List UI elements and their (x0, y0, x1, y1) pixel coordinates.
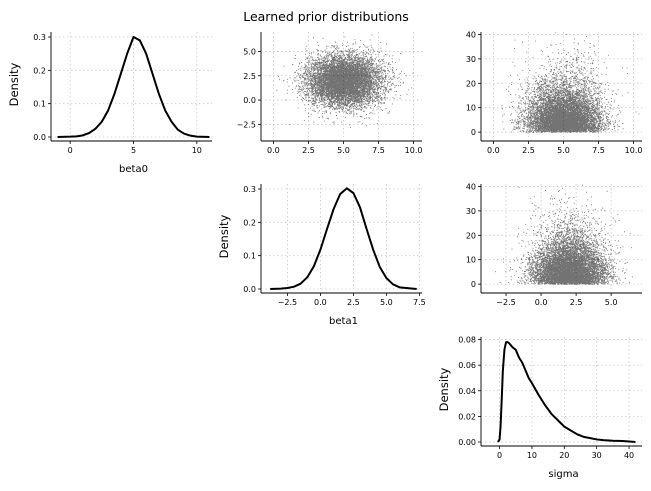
y-tick-label: 30 (466, 207, 476, 216)
y-tick-label: −2.5 (237, 120, 256, 129)
y-tick-label: 0.3 (243, 185, 256, 194)
y-tick-label: 0.1 (33, 100, 46, 109)
x-tick-label: −2.5 (496, 298, 515, 307)
panel-beta0-vs-beta1: 0.0 2.5 5.0 7.5 10.0 −2.5 0.0 2.5 5.0 (237, 32, 423, 155)
x-tick-label: 5.0 (605, 298, 618, 307)
x-tick-label: 2.5 (347, 298, 360, 307)
x-tick-label: 0 (497, 451, 502, 460)
y-tick-label: 2.5 (243, 72, 256, 81)
x-axis-label: beta0 (119, 164, 148, 175)
x-tick-label: −2.5 (278, 298, 297, 307)
density-curve (497, 341, 636, 443)
x-tick-label: 7.5 (592, 146, 605, 155)
panel-beta0-vs-sigma: 0.0 2.5 5.0 7.5 10.0 0 10 20 30 40 (466, 30, 643, 155)
scatter-points (495, 184, 633, 285)
y-tick-label: 0 (471, 128, 476, 137)
y-tick-label: 10 (466, 104, 476, 113)
panel-grid: 0 5 10 0.0 0.1 0.2 0.3 beta0 Density 0.0 2.5 5.0 7.5… (7, 30, 642, 480)
y-tick-label: 0.3 (33, 33, 46, 42)
x-axis-label: beta1 (329, 316, 358, 327)
figure-title: Learned prior distributions (243, 9, 409, 24)
panel-beta1-density: −2.5 0.0 2.5 5.0 7.5 0.0 0.1 0.2 0.3 beta1 Density (217, 184, 426, 327)
x-tick-label: 0.0 (535, 298, 548, 307)
x-tick-label: 5.0 (337, 146, 350, 155)
y-tick-label: 10 (466, 256, 476, 265)
y-tick-label: 0.2 (243, 218, 256, 227)
y-tick-label: 0.02 (458, 412, 476, 421)
y-axis-label: Density (7, 62, 21, 106)
x-tick-label: 2.5 (522, 146, 535, 155)
y-tick-label: 0.1 (243, 252, 256, 261)
panel-beta0-density: 0 5 10 0.0 0.1 0.2 0.3 beta0 Density (7, 32, 212, 175)
scatter-points (501, 32, 640, 133)
x-tick-label: 20 (559, 451, 569, 460)
x-tick-label: 7.5 (413, 298, 426, 307)
x-tick-label: 0.0 (487, 146, 500, 155)
density-curve (270, 187, 417, 290)
x-tick-label: 7.5 (372, 146, 385, 155)
x-tick-label: 2.5 (570, 298, 583, 307)
y-tick-label: 30 (466, 55, 476, 64)
y-tick-label: 0.0 (243, 96, 256, 105)
x-tick-label: 30 (592, 451, 602, 460)
y-axis-label: Density (437, 367, 451, 411)
panel-sigma-density: 0 10 20 30 40 0.00 0.02 0.04 0.06 0.08 sigma Densit… (437, 336, 642, 480)
y-axis-label: Density (217, 214, 231, 258)
y-tick-label: 0.04 (458, 387, 476, 396)
y-tick-label: 0.00 (458, 438, 476, 447)
x-tick-label: 40 (624, 451, 634, 460)
y-tick-label: 0.2 (33, 66, 46, 75)
y-tick-label: 20 (466, 231, 476, 240)
scatter-points (276, 34, 414, 128)
x-tick-label: 10 (192, 146, 202, 155)
density-curve (57, 36, 210, 138)
x-tick-label: 0 (68, 146, 73, 155)
x-tick-label: 10 (527, 451, 537, 460)
x-tick-label: 10.0 (405, 146, 423, 155)
x-tick-label: 0.0 (314, 298, 327, 307)
x-tick-label: 5.0 (557, 146, 570, 155)
x-tick-label: 2.5 (302, 146, 315, 155)
x-tick-label: 0.0 (267, 146, 280, 155)
x-tick-label: 5.0 (380, 298, 393, 307)
y-tick-label: 0 (471, 280, 476, 289)
y-tick-label: 0.0 (243, 285, 256, 294)
y-tick-label: 0.08 (458, 336, 476, 345)
y-tick-label: 0.0 (33, 133, 46, 142)
y-tick-label: 40 (466, 30, 476, 39)
x-tick-label: 5 (131, 146, 136, 155)
y-tick-label: 20 (466, 79, 476, 88)
panel-beta1-vs-sigma: −2.5 0.0 2.5 5.0 0 10 20 30 40 (466, 182, 642, 307)
x-tick-label: 10.0 (625, 146, 643, 155)
y-tick-label: 5.0 (243, 47, 256, 56)
y-tick-label: 40 (466, 182, 476, 191)
x-axis-label: sigma (548, 469, 578, 480)
y-tick-label: 0.06 (458, 361, 476, 370)
